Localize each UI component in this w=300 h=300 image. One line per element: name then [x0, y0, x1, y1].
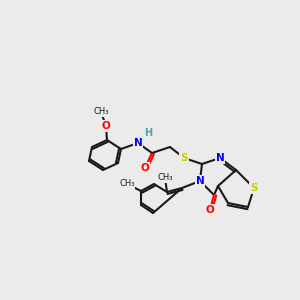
Text: CH₃: CH₃ — [157, 173, 173, 182]
Text: O: O — [141, 163, 149, 173]
Text: S: S — [250, 183, 258, 193]
Text: O: O — [206, 205, 214, 215]
Text: N: N — [216, 153, 224, 163]
Text: N: N — [134, 138, 142, 148]
Text: S: S — [180, 153, 188, 163]
Text: H: H — [144, 128, 152, 138]
Text: O: O — [102, 121, 110, 131]
Text: N: N — [196, 176, 204, 186]
Text: CH₃: CH₃ — [119, 179, 135, 188]
Text: CH₃: CH₃ — [93, 107, 109, 116]
